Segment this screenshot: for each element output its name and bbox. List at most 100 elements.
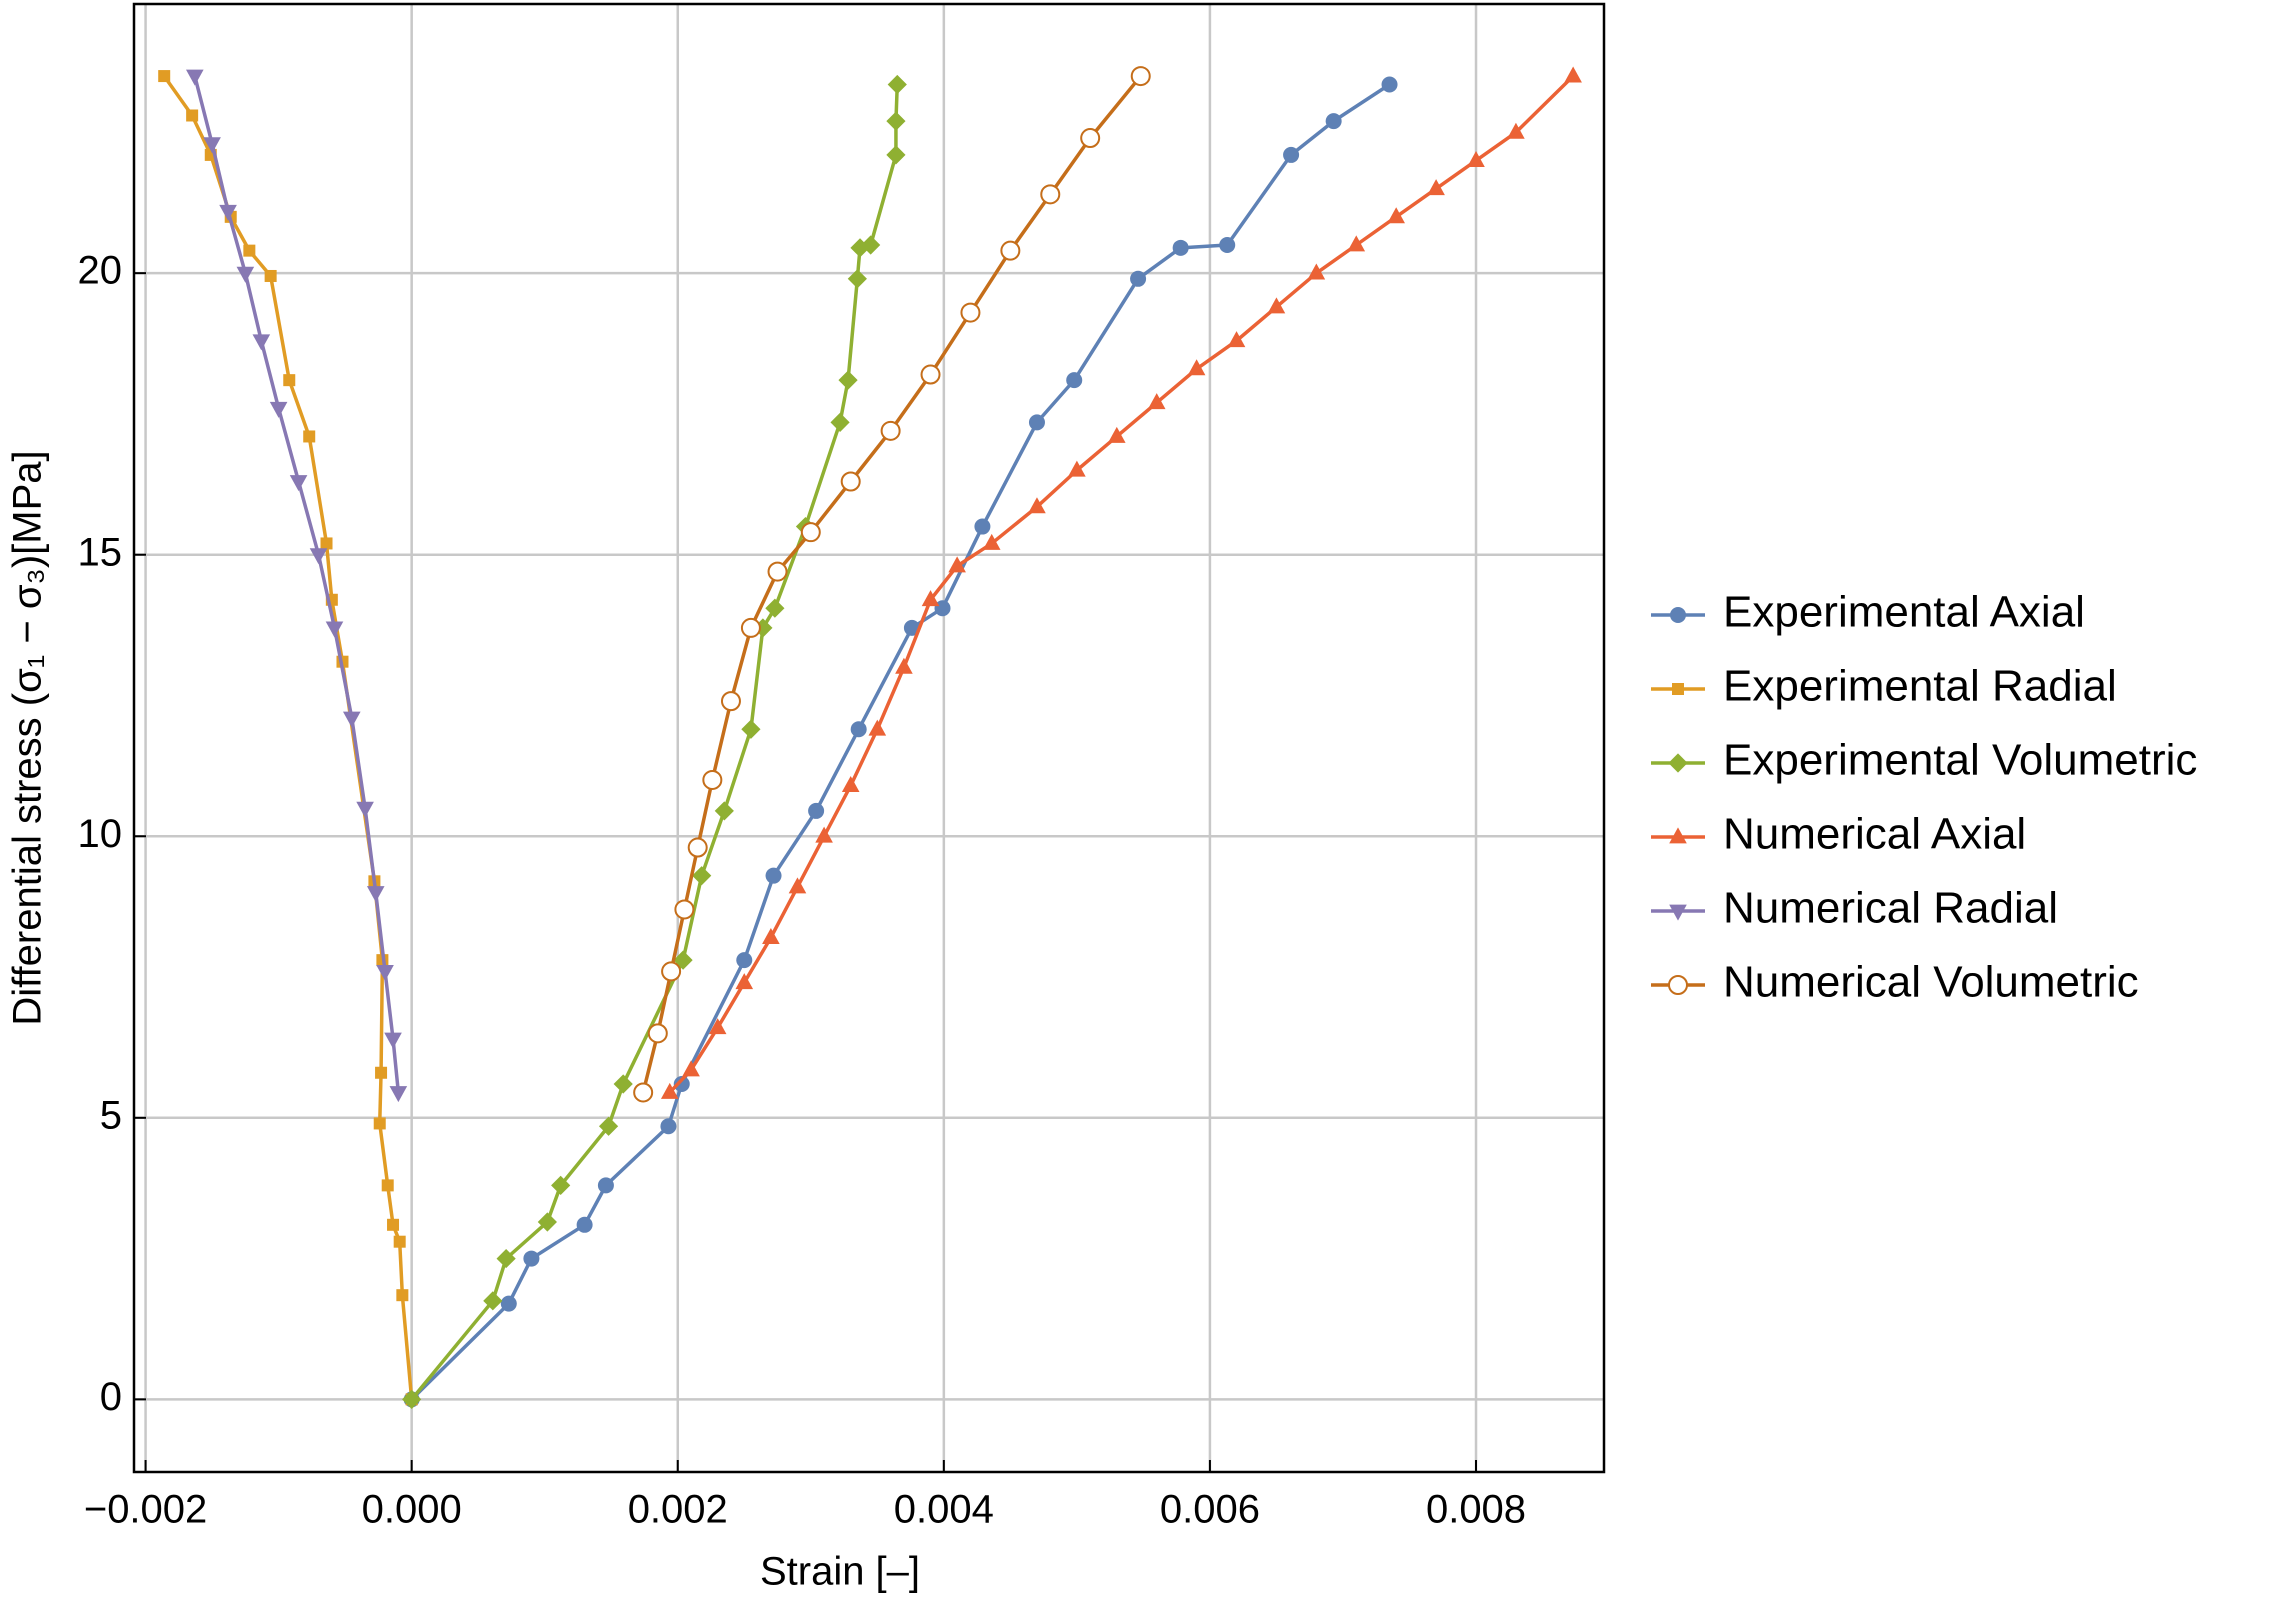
point <box>762 928 780 945</box>
point <box>788 877 807 894</box>
point <box>1427 179 1445 196</box>
legend-marker <box>1672 683 1684 695</box>
legend-marker <box>1669 827 1687 844</box>
series-line <box>641 74 1143 1093</box>
legend-label: Numerical Axial <box>1723 810 2026 859</box>
point <box>356 801 374 818</box>
point <box>808 802 825 819</box>
point <box>320 537 333 550</box>
point <box>740 617 761 638</box>
point <box>886 111 906 131</box>
point <box>1028 497 1046 514</box>
point <box>920 364 941 385</box>
series-line <box>193 75 401 1093</box>
series-line <box>668 74 1575 1094</box>
legend-marker <box>1669 904 1687 921</box>
legend-label: Experimental Radial <box>1723 662 2117 711</box>
point <box>1467 150 1485 167</box>
point <box>236 266 255 283</box>
point <box>1040 184 1061 205</box>
point <box>303 430 316 443</box>
x-tick-label: 0.000 <box>362 1488 462 1532</box>
point <box>753 618 773 638</box>
point <box>765 598 785 618</box>
point <box>393 1235 406 1248</box>
y-tick-label: 0 <box>100 1375 122 1419</box>
point <box>325 621 344 638</box>
point <box>1267 297 1286 314</box>
point <box>767 561 788 582</box>
point <box>736 952 753 969</box>
point <box>800 522 821 543</box>
point <box>264 269 277 282</box>
legend-label: Numerical Volumetric <box>1723 958 2139 1007</box>
point <box>692 866 712 886</box>
point <box>387 1218 400 1231</box>
point <box>960 302 981 323</box>
point <box>381 1179 394 1192</box>
y-tick-label: 10 <box>78 812 123 856</box>
point <box>576 1216 593 1233</box>
point <box>982 533 1001 550</box>
point <box>948 556 966 573</box>
point <box>1283 146 1300 163</box>
point <box>850 238 870 258</box>
legend-marker <box>1670 607 1686 623</box>
x-tick-label: −0.002 <box>84 1488 207 1532</box>
point <box>1130 66 1151 87</box>
point <box>886 145 906 165</box>
point <box>903 619 920 636</box>
point <box>1325 113 1342 130</box>
point <box>597 1177 614 1194</box>
point <box>1564 66 1582 83</box>
x-axis-title: Strain [–] <box>760 1550 920 1594</box>
point <box>375 1066 388 1079</box>
point <box>1381 76 1398 93</box>
point <box>500 1295 517 1312</box>
point <box>537 1212 557 1232</box>
point <box>850 721 867 738</box>
point <box>921 590 940 607</box>
x-tick-label: 0.002 <box>628 1488 728 1532</box>
point <box>974 518 991 535</box>
point <box>647 1023 668 1044</box>
point <box>158 70 171 83</box>
point <box>1066 372 1083 389</box>
point <box>1000 240 1021 261</box>
point <box>1507 122 1525 139</box>
point <box>714 801 734 821</box>
point <box>551 1175 571 1195</box>
point <box>660 1082 679 1099</box>
x-tick-label: 0.008 <box>1426 1488 1526 1532</box>
point <box>389 1086 408 1103</box>
x-tick-label: 0.006 <box>1160 1488 1260 1532</box>
point <box>523 1250 540 1267</box>
point <box>396 1289 409 1302</box>
point <box>598 1116 619 1136</box>
point <box>1107 426 1126 443</box>
x-tick-label: 0.004 <box>894 1488 994 1532</box>
point <box>735 973 754 990</box>
point <box>1187 359 1206 376</box>
point <box>373 1117 386 1130</box>
point <box>838 370 858 390</box>
point <box>708 1018 727 1035</box>
point <box>496 1248 516 1269</box>
point <box>702 769 723 790</box>
point <box>283 374 296 387</box>
point <box>289 475 308 492</box>
point <box>815 826 833 843</box>
point <box>342 711 361 728</box>
y-axis-title: Differential stress (σ₁ − σ₃)[MPa] <box>6 450 50 1025</box>
point <box>376 965 394 982</box>
point <box>186 109 199 122</box>
point <box>720 691 741 712</box>
y-tick-label: 15 <box>78 530 123 574</box>
series-line <box>162 75 414 1400</box>
point <box>613 1074 633 1094</box>
point <box>384 1032 402 1049</box>
point <box>661 961 682 982</box>
point <box>741 719 761 739</box>
point <box>687 837 708 858</box>
